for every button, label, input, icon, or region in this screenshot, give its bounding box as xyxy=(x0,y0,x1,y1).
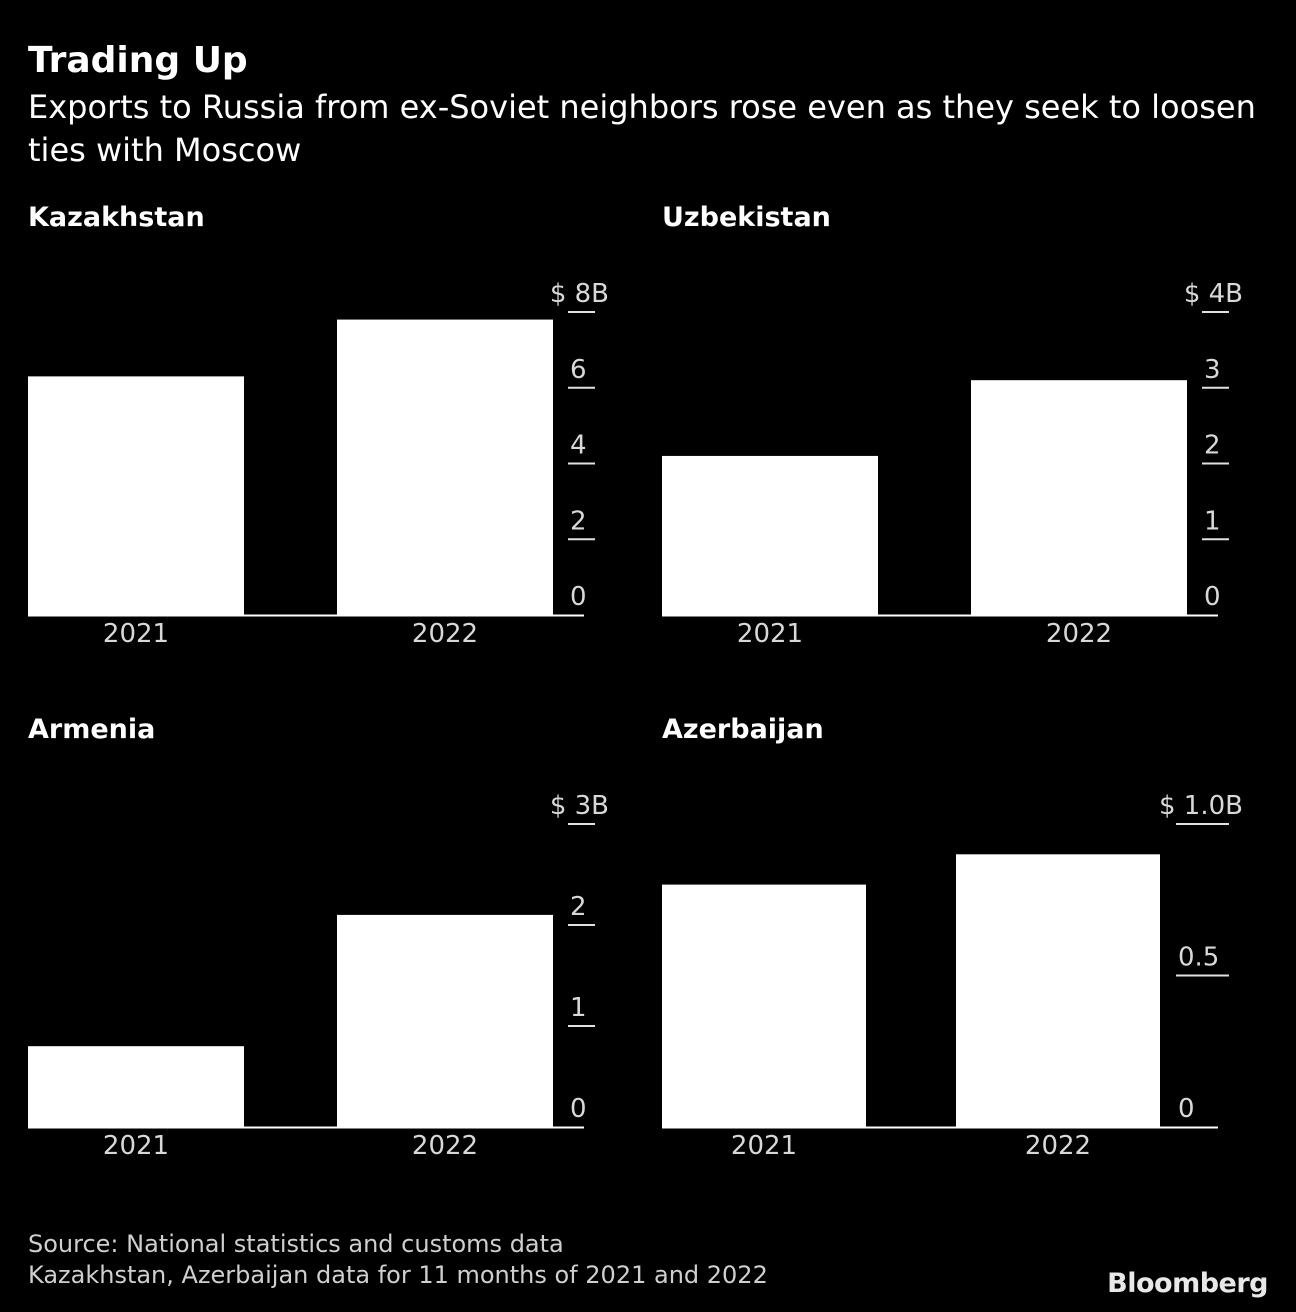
bar-2021 xyxy=(28,1046,244,1127)
bloomberg-logo: Bloomberg xyxy=(1107,1268,1268,1299)
bar-2022 xyxy=(956,854,1160,1127)
y-tick-label: 0 xyxy=(570,1094,587,1124)
y-tick-label: 2 xyxy=(1204,431,1221,461)
bar-2021 xyxy=(28,376,244,615)
x-tick-label: 2022 xyxy=(412,1131,478,1161)
y-tick-label: 0 xyxy=(1178,1094,1195,1124)
y-tick-label: 0.5 xyxy=(1178,943,1219,973)
bar-2022 xyxy=(337,914,553,1127)
bar-2022 xyxy=(337,319,553,615)
y-tick-label: 2 xyxy=(570,506,587,536)
panel-title-azerbaijan: Azerbaijan xyxy=(662,714,824,745)
chart-armenia: 2021 2022 0 1 2 $ 3B xyxy=(28,791,609,1161)
panel-title-uzbekistan: Uzbekistan xyxy=(662,202,831,233)
y-tick-label: 0 xyxy=(1204,582,1221,612)
data-note: Kazakhstan, Azerbaijan data for 11 month… xyxy=(28,1261,768,1289)
chart-uzbekistan: 2021 2022 0 1 2 3 $ 4B xyxy=(662,279,1243,649)
x-tick-label: 2022 xyxy=(1025,1131,1091,1161)
y-tick-label: 6 xyxy=(570,355,587,385)
bar-2022 xyxy=(971,380,1187,615)
y-tick-label: $ 1.0B xyxy=(1159,791,1243,821)
chart-title: Trading Up xyxy=(28,40,248,81)
y-tick-label: 2 xyxy=(570,892,587,922)
x-tick-label: 2022 xyxy=(1046,619,1112,649)
x-tick-label: 2021 xyxy=(737,619,803,649)
chart-kazakhstan: 2021 2022 0 2 4 6 $ 8B xyxy=(28,279,609,649)
bar-2021 xyxy=(662,455,878,615)
y-tick-label: 1 xyxy=(1204,506,1221,536)
y-tick-label: 3 xyxy=(1204,355,1221,385)
x-tick-label: 2021 xyxy=(103,1131,169,1161)
bar-2021 xyxy=(662,884,866,1127)
y-tick-label: 1 xyxy=(570,993,587,1023)
y-tick-label: $ 3B xyxy=(550,791,609,821)
panel-title-kazakhstan: Kazakhstan xyxy=(28,202,205,233)
x-tick-label: 2022 xyxy=(412,619,478,649)
y-tick-label: 0 xyxy=(570,582,587,612)
y-tick-label: 4 xyxy=(570,431,587,461)
chart-subtitle: Exports to Russia from ex-Soviet neighbo… xyxy=(28,88,1256,169)
panel-title-armenia: Armenia xyxy=(28,714,156,745)
x-tick-label: 2021 xyxy=(731,1131,797,1161)
x-tick-label: 2021 xyxy=(103,619,169,649)
y-tick-label: $ 4B xyxy=(1184,279,1243,309)
y-tick-label: $ 8B xyxy=(550,279,609,309)
chart-azerbaijan: 2021 2022 0 0.5 $ 1.0B xyxy=(662,791,1243,1161)
source-note: Source: National statistics and customs … xyxy=(28,1230,564,1258)
